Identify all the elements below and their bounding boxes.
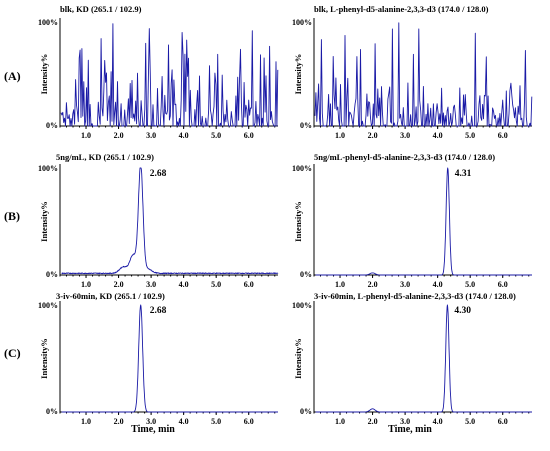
y-axis-title: Intensity% xyxy=(39,201,49,242)
y-label-100: 100% xyxy=(38,164,58,173)
y-label-0: 0% xyxy=(300,270,312,279)
axes xyxy=(59,164,278,276)
panel-title: 3-iv-60min, L-phenyl-d5-alanine-2,3,3-d3… xyxy=(314,291,516,301)
x-tick-label: 6.0 xyxy=(244,417,254,426)
x-tick-label: 2.0 xyxy=(368,131,378,140)
x-tick-label: 4.0 xyxy=(179,280,189,289)
y-label-0: 0% xyxy=(300,121,312,130)
row-label-b: (B) xyxy=(4,209,20,223)
panel-title: blk, L-phenyl-d5-alanine-2,3,3-d3 (174.0… xyxy=(314,4,489,14)
panel-title: blk, KD (265.1 / 102.9) xyxy=(60,4,142,14)
x-tick-label: 5.0 xyxy=(211,280,221,289)
x-tick-label: 1.0 xyxy=(335,280,345,289)
x-tick-label: 1.0 xyxy=(81,417,91,426)
peak-label: 2.68 xyxy=(150,169,167,179)
x-tick-label: 6.0 xyxy=(498,131,508,140)
y-label-100: 100% xyxy=(38,18,58,27)
row-label-a: (A) xyxy=(4,69,21,83)
x-tick-label: 5.0 xyxy=(211,131,221,140)
x-tick-label: 3.0 xyxy=(400,131,410,140)
y-label-100: 100% xyxy=(38,301,58,310)
axes xyxy=(313,164,532,276)
panel-title: 5ng/mL-phenyl-d5-alanine-2,3,3-d3 (174.0… xyxy=(314,152,495,162)
y-axis-title: Intensity% xyxy=(293,54,303,95)
x-tick-label: 3.0 xyxy=(146,417,156,426)
x-tick-label: 2.0 xyxy=(114,280,124,289)
x-tick-label: 1.0 xyxy=(81,131,91,140)
panel-title: 5ng/mL, KD (265.1 / 102.9) xyxy=(56,152,154,162)
panel-A2: blk, L-phenyl-d5-alanine-2,3,3-d3 (174.0… xyxy=(292,4,533,140)
x-tick-label: 2.0 xyxy=(368,417,378,426)
panel-title: 3-iv-60min, KD (265.1 / 102.9) xyxy=(56,291,165,301)
x-axis-title: Time, min xyxy=(131,424,175,435)
panel-B2: 5ng/mL-phenyl-d5-alanine-2,3,3-d3 (174.0… xyxy=(292,152,533,289)
y-label-0: 0% xyxy=(300,407,312,416)
x-tick-label: 6.0 xyxy=(498,417,508,426)
y-label-0: 0% xyxy=(46,270,58,279)
trace-A1 xyxy=(60,23,279,127)
x-tick-label: 4.0 xyxy=(433,280,443,289)
x-tick-label: 3.0 xyxy=(400,417,410,426)
x-tick-label: 5.0 xyxy=(465,131,475,140)
axes xyxy=(313,301,532,413)
x-tick-label: 6.0 xyxy=(244,280,254,289)
y-axis-title: Intensity% xyxy=(39,54,49,95)
x-tick-label: 6.0 xyxy=(498,280,508,289)
peak-label: 2.68 xyxy=(150,306,167,316)
x-tick-label: 4.0 xyxy=(179,131,189,140)
trace-B1 xyxy=(61,167,279,275)
x-tick-label: 4.0 xyxy=(179,417,189,426)
y-label-0: 0% xyxy=(46,407,58,416)
x-tick-label: 4.0 xyxy=(433,131,443,140)
y-axis-title: Intensity% xyxy=(293,338,303,379)
chromatogram-panels: blk, KD (265.1 / 102.9)100%0%Intensity%1… xyxy=(38,4,533,435)
trace-B2 xyxy=(315,167,533,276)
x-tick-label: 2.0 xyxy=(368,280,378,289)
x-tick-label: 2.0 xyxy=(114,131,124,140)
panel-C1: 3-iv-60min, KD (265.1 / 102.9)100% 0% Inte… xyxy=(38,291,279,426)
x-axis-title: Time, min xyxy=(388,424,432,435)
x-tick-label: 3.0 xyxy=(146,131,156,140)
trace-A2 xyxy=(314,22,533,127)
y-label-100: 100% xyxy=(292,164,312,173)
x-tick-label: 6.0 xyxy=(244,131,254,140)
y-axis-title: Intensity% xyxy=(39,338,49,379)
peak-label: 4.30 xyxy=(454,306,471,316)
x-tick-label: 2.0 xyxy=(114,417,124,426)
x-tick-label: 1.0 xyxy=(81,280,91,289)
x-tick-label: 5.0 xyxy=(211,417,221,426)
y-label-100: 100% xyxy=(292,301,312,310)
trace-C1 xyxy=(61,304,279,413)
panel-A1: blk, KD (265.1 / 102.9)100% 0% Intensity% 1… xyxy=(38,4,279,140)
axes xyxy=(59,301,278,413)
panel-C2: 3-iv-60min, L-phenyl-d5-alanine-2,3,3-d3… xyxy=(292,291,533,426)
peak-label: 4.31 xyxy=(455,169,472,179)
panel-B1: 5ng/mL, KD (265.1 / 102.9) 100% 0% Intensit… xyxy=(38,152,279,289)
x-tick-label: 3.0 xyxy=(146,280,156,289)
trace-C2 xyxy=(315,304,533,413)
x-tick-label: 1.0 xyxy=(335,131,345,140)
x-tick-label: 3.0 xyxy=(400,280,410,289)
x-tick-label: 4.0 xyxy=(433,417,443,426)
y-label-100: 100% xyxy=(292,18,312,27)
y-label-0: 0% xyxy=(46,121,58,130)
y-axis-title: Intensity% xyxy=(293,201,303,242)
x-tick-label: 5.0 xyxy=(465,280,475,289)
x-tick-label: 1.0 xyxy=(335,417,345,426)
x-tick-label: 5.0 xyxy=(465,417,475,426)
row-label-c: (C) xyxy=(4,346,21,360)
row-labels: (A) (B) (C) xyxy=(4,69,21,360)
